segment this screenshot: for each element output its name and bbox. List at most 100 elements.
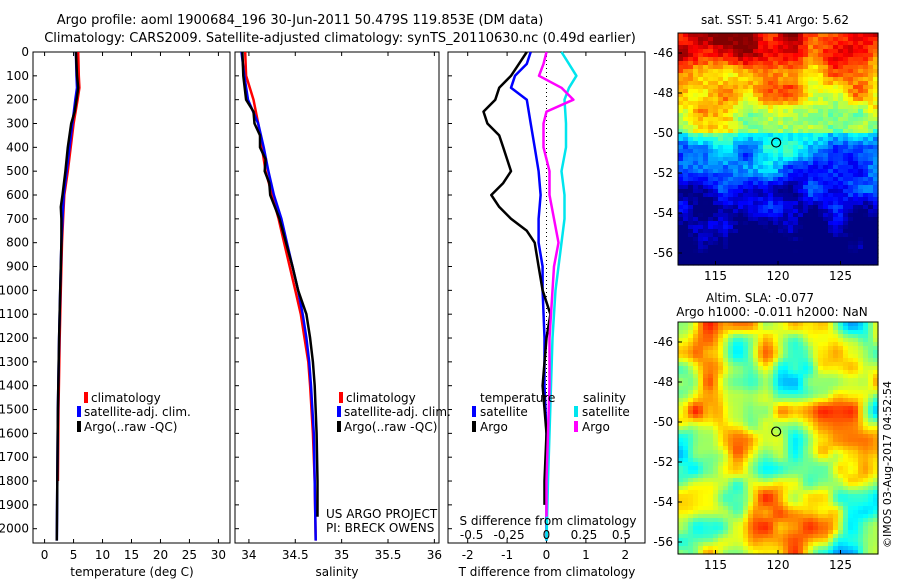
map-cell [848, 506, 854, 511]
map-cell [813, 526, 819, 531]
map-cell [848, 85, 854, 90]
map-cell [873, 113, 879, 118]
map-cell [763, 538, 769, 543]
map-cell [743, 201, 749, 206]
map-cell [798, 414, 804, 419]
map-cell [858, 486, 864, 491]
map-cell [688, 402, 694, 407]
map-cell [808, 65, 814, 70]
map-cell [713, 538, 719, 543]
map-cell [688, 450, 694, 455]
map-cell [743, 514, 749, 519]
map-cell [868, 518, 874, 523]
map-cell [773, 117, 779, 122]
map-cell [848, 498, 854, 503]
map-cell [748, 478, 754, 483]
map-cell [868, 205, 874, 210]
map-cell [803, 390, 809, 395]
map-cell [748, 502, 754, 507]
map-cell [873, 514, 879, 519]
map-cell [793, 362, 799, 367]
map-cell [808, 442, 814, 447]
map-cell [703, 61, 709, 66]
map-cell [718, 342, 724, 347]
map-cell [788, 173, 794, 178]
map-cell [848, 450, 854, 455]
map-cell [848, 494, 854, 499]
map-cell [688, 438, 694, 443]
map-cell [698, 213, 704, 218]
map-cell [833, 221, 839, 226]
map-cell [688, 374, 694, 379]
map-cell [733, 153, 739, 158]
map-cell [758, 510, 764, 515]
map-cell [843, 418, 849, 423]
map-cell [683, 201, 689, 206]
map-cell [768, 530, 774, 535]
map-cell [863, 73, 869, 78]
map-cell [828, 538, 834, 543]
map-cell [728, 253, 734, 258]
map-cell [783, 546, 789, 551]
map-cell [703, 458, 709, 463]
map-cell [708, 153, 714, 158]
map-cell [813, 249, 819, 254]
map-cell [788, 502, 794, 507]
map-cell [858, 398, 864, 403]
map-cell [743, 474, 749, 479]
map-cell [693, 370, 699, 375]
map-cell [698, 406, 704, 411]
map-cell [813, 378, 819, 383]
map-cell [848, 546, 854, 551]
map-cell [863, 454, 869, 459]
map-cell [843, 109, 849, 114]
map-cell [708, 526, 714, 531]
map-cell [778, 65, 784, 70]
map-cell [843, 41, 849, 46]
map-cell [733, 213, 739, 218]
map-cell [868, 77, 874, 82]
map-cell [718, 129, 724, 134]
map-cell [733, 209, 739, 214]
map-cell [823, 77, 829, 82]
map-cell [793, 518, 799, 523]
x-tick-label: 120 [767, 269, 790, 283]
map-cell [843, 233, 849, 238]
map-cell [768, 466, 774, 471]
map-cell [858, 534, 864, 539]
map-cell [843, 57, 849, 62]
map-cell [778, 390, 784, 395]
map-cell [748, 474, 754, 479]
map-cell [773, 510, 779, 515]
map-cell [863, 422, 869, 427]
map-cell [708, 442, 714, 447]
map-cell [783, 538, 789, 543]
map-cell [788, 402, 794, 407]
map-cell [688, 221, 694, 226]
map-cell [753, 350, 759, 355]
map-cell [793, 350, 799, 355]
map-cell [808, 542, 814, 547]
map-cell [813, 73, 819, 78]
map-cell [728, 149, 734, 154]
map-cell [768, 342, 774, 347]
map-cell [823, 470, 829, 475]
map-cell [698, 330, 704, 335]
map-cell [683, 458, 689, 463]
map-cell [758, 398, 764, 403]
map-cell [868, 426, 874, 431]
map-cell [683, 374, 689, 379]
map-cell [803, 133, 809, 138]
map-cell [678, 109, 684, 114]
map-cell [688, 81, 694, 86]
map-cell [823, 197, 829, 202]
map-cell [738, 534, 744, 539]
map-cell [693, 225, 699, 230]
map-cell [778, 474, 784, 479]
map-cell [833, 518, 839, 523]
map-cell [818, 65, 824, 70]
map-cell [698, 358, 704, 363]
map-cell [813, 49, 819, 54]
map-cell [743, 253, 749, 258]
map-cell [753, 546, 759, 551]
